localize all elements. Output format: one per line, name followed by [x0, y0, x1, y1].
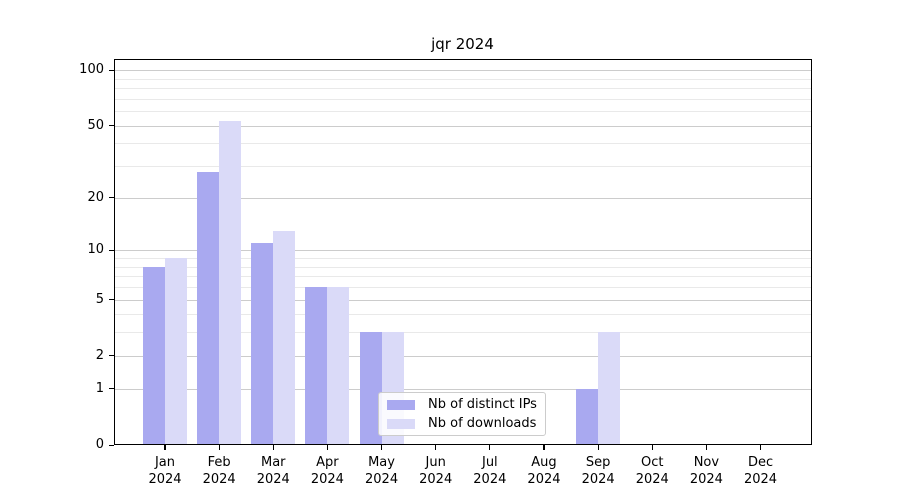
legend-item-distinct-ips: Nb of distinct IPs: [379, 397, 545, 413]
y-tick-mark: [108, 125, 114, 127]
x-tick-label: Mar 2024: [256, 455, 290, 487]
y-tick-label: 0: [95, 437, 104, 452]
chart-title: jqr 2024: [431, 35, 494, 53]
x-tick-label: Oct 2024: [635, 455, 669, 487]
x-tick-mark: [435, 445, 437, 450]
bar-distinct-ips-jan-2024: [143, 266, 165, 445]
y-gridline-minor: [113, 258, 812, 260]
x-tick-mark: [380, 445, 383, 450]
y-gridline-minor: [113, 266, 812, 268]
bar-downloads-jan-2024: [165, 258, 187, 445]
x-tick-mark: [164, 445, 166, 450]
y-gridline-major: [113, 388, 812, 390]
y-gridline-minor: [113, 276, 812, 278]
y-tick-label: 2: [95, 347, 104, 363]
x-tick-label: Apr 2024: [310, 455, 344, 487]
y-tick-label: 1: [95, 380, 104, 396]
y-gridline-major: [113, 70, 812, 72]
x-tick-mark: [651, 445, 653, 450]
y-tick-label: 5: [95, 291, 104, 307]
y-gridline-major: [113, 355, 812, 357]
bar-downloads-mar-2024: [273, 230, 296, 445]
x-tick-mark: [489, 445, 491, 450]
y-tick-mark: [108, 197, 114, 199]
y-tick-label: 100: [79, 62, 104, 78]
x-tick-mark: [272, 445, 274, 450]
bar-downloads-apr-2024: [327, 286, 350, 445]
bar-downloads-feb-2024: [219, 121, 242, 445]
y-tick-label: 50: [87, 117, 104, 133]
legend-item-downloads: Nb of downloads: [379, 416, 545, 432]
x-tick-mark: [705, 445, 707, 450]
x-tick-label: Jan 2024: [148, 455, 182, 487]
y-tick-label: 20: [87, 189, 104, 205]
y-tick-mark: [108, 355, 114, 357]
bar-distinct-ips-feb-2024: [197, 171, 220, 445]
x-tick-mark: [218, 445, 220, 450]
legend: Nb of distinct IPs Nb of downloads: [378, 392, 546, 436]
y-gridline-minor: [113, 314, 812, 316]
x-tick-mark: [543, 445, 545, 450]
x-tick-label: May 2024: [365, 455, 399, 487]
y-tick-mark: [108, 69, 114, 71]
x-tick-label: Jun 2024: [419, 455, 453, 487]
y-tick-label: 10: [87, 242, 104, 258]
bar-distinct-ips-mar-2024: [251, 243, 274, 445]
x-tick-label: Dec 2024: [743, 455, 778, 487]
bar-distinct-ips-sep-2024: [576, 388, 599, 445]
y-gridline-minor: [113, 286, 812, 288]
y-tick-mark: [108, 388, 114, 390]
y-tick-mark: [108, 249, 114, 251]
legend-label-downloads: Nb of downloads: [428, 416, 537, 431]
y-gridline-major: [113, 197, 812, 199]
x-tick-label: Aug 2024: [527, 455, 561, 487]
y-gridline-major: [113, 299, 812, 301]
bar-downloads-sep-2024: [598, 332, 621, 445]
bar-distinct-ips-apr-2024: [305, 286, 328, 445]
legend-label-distinct-ips: Nb of distinct IPs: [428, 397, 537, 412]
legend-swatch-distinct-ips: [387, 399, 415, 410]
x-tick-mark: [759, 445, 762, 450]
legend-swatch-downloads: [387, 418, 415, 429]
y-gridline-minor: [113, 332, 812, 334]
y-tick-mark: [108, 444, 114, 446]
x-tick-label: Jul 2024: [473, 455, 507, 487]
y-tick-mark: [108, 299, 114, 301]
x-tick-mark: [326, 445, 328, 450]
y-gridline-minor: [113, 166, 812, 168]
x-tick-label: Sep 2024: [581, 455, 615, 487]
y-gridline-major: [113, 125, 812, 127]
y-gridline-minor: [113, 143, 812, 145]
y-gridline-minor: [113, 98, 812, 100]
y-gridline-major: [113, 250, 812, 252]
y-gridline-minor: [113, 111, 812, 113]
y-gridline-minor: [113, 78, 812, 80]
bar-distinct-ips-may-2024: [359, 332, 382, 445]
x-tick-label: Feb 2024: [202, 455, 236, 487]
y-gridline-minor: [113, 88, 812, 90]
x-tick-label: Nov 2024: [689, 455, 723, 487]
x-tick-mark: [597, 445, 599, 450]
